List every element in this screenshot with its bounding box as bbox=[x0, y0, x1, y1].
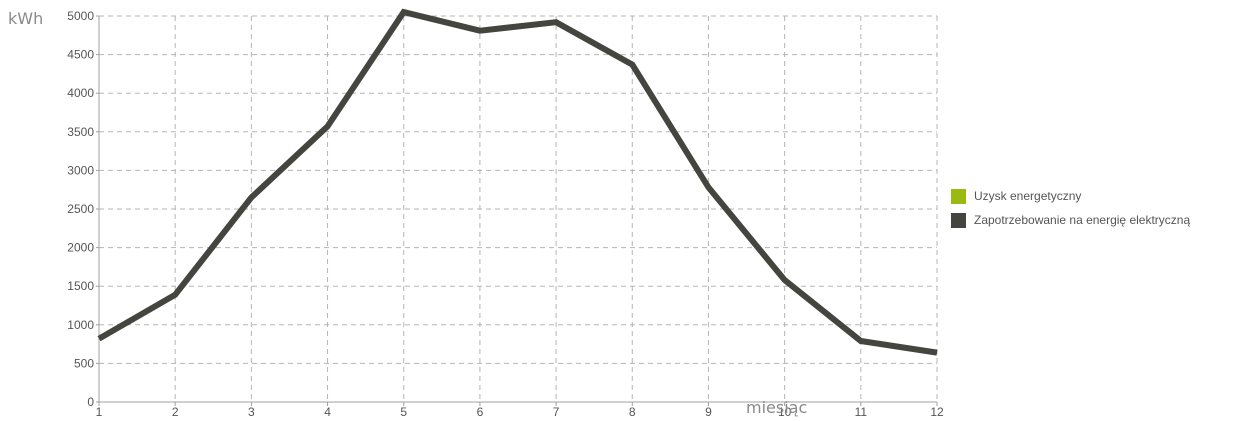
legend-swatch-dark bbox=[951, 212, 966, 228]
x-tick-label: 2 bbox=[172, 405, 179, 419]
x-tick-label: 5 bbox=[400, 405, 407, 419]
x-tick-label: 12 bbox=[930, 405, 944, 419]
legend-item-zapotrzebowanie[interactable]: Zapotrzebowanie na energię elektryczną bbox=[951, 212, 1190, 228]
y-tick-label: 4500 bbox=[67, 48, 94, 62]
x-tick-labels: 1 2 3 4 5 6 7 8 9 10 11 12 bbox=[96, 405, 944, 419]
legend-swatch-green bbox=[951, 188, 966, 204]
x-tick-label: 6 bbox=[477, 405, 484, 419]
series-lines bbox=[97, 8, 938, 356]
y-tick-label: 1000 bbox=[67, 318, 94, 332]
x-tick-label: 8 bbox=[629, 405, 636, 419]
y-tick-label: 500 bbox=[74, 356, 94, 370]
y-tick-label: 3500 bbox=[67, 125, 94, 139]
y-tick-label: 2500 bbox=[67, 202, 94, 216]
legend-label-zapotrzebowanie: Zapotrzebowanie na energię elektryczną bbox=[974, 213, 1191, 227]
series-line-1 bbox=[97, 8, 938, 356]
x-tick-label: 11 bbox=[855, 405, 868, 419]
y-tick-label: 0 bbox=[87, 395, 94, 409]
x-tick-label: 7 bbox=[553, 405, 560, 419]
x-tick-label: 9 bbox=[705, 405, 712, 419]
x-axis-label: miesiąc bbox=[746, 398, 808, 417]
x-tick-label: 4 bbox=[324, 405, 331, 419]
y-axis-label: kWh bbox=[8, 9, 44, 28]
x-tick-label: 10 bbox=[778, 405, 792, 419]
y-tick-label: 4000 bbox=[67, 86, 94, 100]
y-tick-label: 1500 bbox=[67, 279, 94, 293]
x-tick-label: 1 bbox=[96, 405, 103, 419]
y-tick-label: 5000 bbox=[67, 9, 94, 23]
y-tick-label: 2000 bbox=[67, 241, 94, 255]
y-tick-labels: 0 500 1000 1500 2000 2500 3000 3500 4000 4500 5000 bbox=[67, 9, 94, 409]
grid bbox=[99, 15, 938, 402]
legend-item-uzysk[interactable]: Uzysk energetyczny bbox=[951, 188, 1190, 204]
x-tick-label: 3 bbox=[248, 405, 255, 419]
y-tick-label: 3000 bbox=[67, 163, 94, 177]
legend-label-uzysk: Uzysk energetyczny bbox=[974, 189, 1082, 203]
legend: Uzysk energetyczny Zapotrzebowanie na en… bbox=[951, 188, 1190, 236]
axes bbox=[96, 15, 938, 406]
